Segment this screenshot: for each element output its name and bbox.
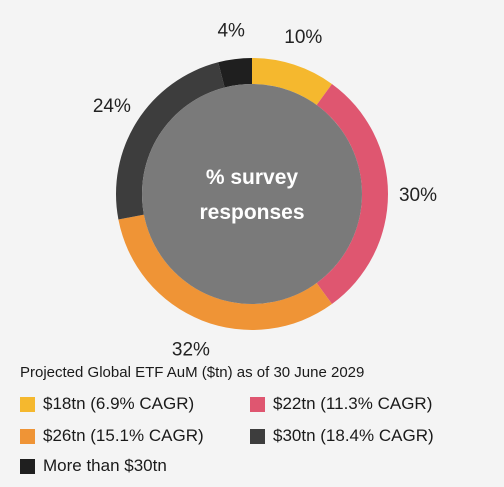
- legend-swatch: [20, 458, 35, 474]
- legend-swatch: [20, 428, 35, 444]
- legend-swatch: [250, 396, 265, 412]
- donut-center: [142, 84, 362, 304]
- value-label-22tn: 30%: [399, 185, 437, 206]
- legend-label: More than $30tn: [43, 456, 167, 475]
- slice-more-than-30tn: [218, 58, 252, 88]
- slice-26tn: [118, 214, 332, 331]
- value-label-more-than-30tn: 4%: [217, 20, 245, 41]
- legend-item-30tn: $30tn (18.4% CAGR): [250, 426, 434, 446]
- legend-item-26tn: $26tn (15.1% CAGR): [20, 426, 204, 446]
- legend-item-18tn: $18tn (6.9% CAGR): [20, 394, 194, 414]
- legend-swatch: [250, 428, 265, 444]
- slice-22tn: [316, 83, 388, 305]
- donut-chart: % survey responses 10% 30% 32% 24% 4%: [93, 20, 437, 360]
- legend-label: $18tn (6.9% CAGR): [43, 394, 195, 413]
- slice-18tn: [252, 58, 332, 106]
- center-label-line-2: responses: [199, 201, 304, 224]
- value-label-30tn: 24%: [93, 96, 131, 117]
- legend-item-22tn: $22tn (11.3% CAGR): [250, 394, 432, 414]
- value-label-18tn: 10%: [284, 27, 322, 48]
- legend-label: $30tn (18.4% CAGR): [273, 426, 434, 445]
- value-label-26tn: 32%: [172, 339, 210, 360]
- center-label-line-1: % survey: [206, 166, 299, 189]
- legend-swatch: [20, 396, 35, 412]
- legend-title: Projected Global ETF AuM ($tn) as of 30 …: [20, 364, 365, 381]
- slice-30tn: [116, 62, 225, 220]
- legend-label: $22tn (11.3% CAGR): [273, 394, 433, 413]
- legend-label: $26tn (15.1% CAGR): [43, 426, 204, 445]
- legend-item-more-than-30tn: More than $30tn: [20, 456, 167, 476]
